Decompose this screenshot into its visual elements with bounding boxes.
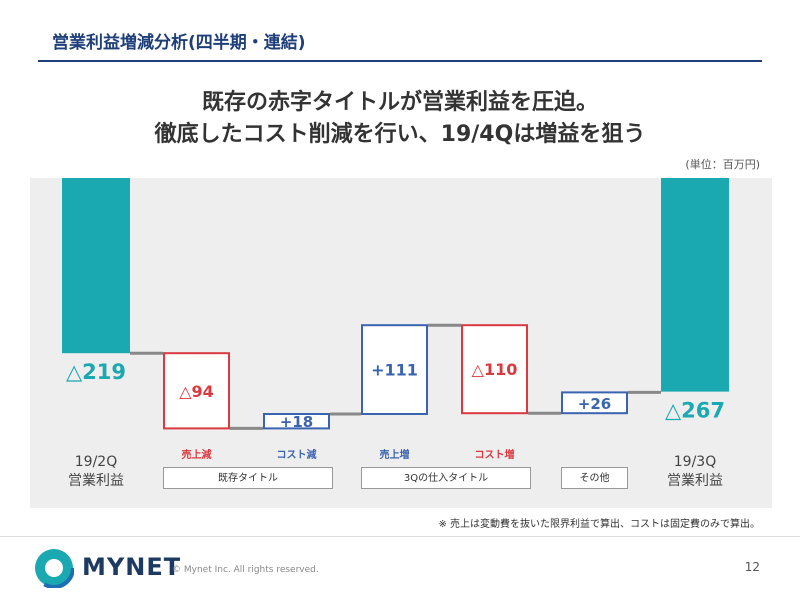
value-label-3: +111 [371, 361, 418, 380]
bar-increase-5 [561, 391, 628, 415]
group-label-3q-titles: 3Qの仕入タイトル [361, 467, 531, 489]
mynet-logo-icon [34, 548, 74, 588]
bar-increase-2 [263, 413, 330, 430]
category-label-6-1: 営業利益 [667, 473, 723, 489]
value-label-5: +26 [578, 395, 611, 413]
category-label-4-0: コスト増 [475, 448, 515, 461]
footnote: ※ 売上は変動費を抜いた限界利益で算出、コストは固定費のみで算出。 [438, 519, 760, 530]
header-rule [38, 60, 762, 62]
footer-rule [0, 536, 800, 537]
value-label-4: △110 [472, 360, 518, 379]
group-label-other: その他 [561, 467, 628, 489]
bar-decrease-4 [461, 324, 528, 415]
copyright: © Mynet Inc. All rights reserved. [172, 565, 319, 575]
category-label-0-1: 営業利益 [68, 473, 124, 489]
bar-decrease-1 [163, 352, 230, 430]
headline-line-1: 既存の赤字タイトルが営業利益を圧迫。 [201, 90, 598, 115]
category-label-1-0: 売上減 [182, 448, 212, 461]
value-label-0: △219 [66, 360, 126, 384]
page-header-title: 営業利益増減分析(四半期・連結) [52, 33, 306, 53]
value-label-6: △267 [665, 399, 725, 423]
bar-total-6 [661, 178, 729, 392]
category-label-0-0: 19/2Q [75, 454, 117, 470]
page-number: 12 [744, 560, 760, 574]
unit-label: (単位：百万円) [685, 158, 760, 171]
logo-text: MYNET [82, 553, 182, 581]
category-label-6-0: 19/3Q [674, 454, 716, 470]
value-label-2: +18 [280, 413, 313, 431]
headline-line-2: 徹底したコスト削減を行い、19/4Qは増益を狙う [154, 122, 646, 147]
value-label-1: △94 [179, 382, 214, 401]
bar-increase-3 [361, 324, 428, 416]
bar-total-0 [62, 178, 130, 354]
category-label-2-0: コスト減 [277, 448, 317, 461]
group-label-existing-titles: 既存タイトル [163, 467, 333, 489]
category-label-3-0: 売上増 [380, 448, 410, 461]
